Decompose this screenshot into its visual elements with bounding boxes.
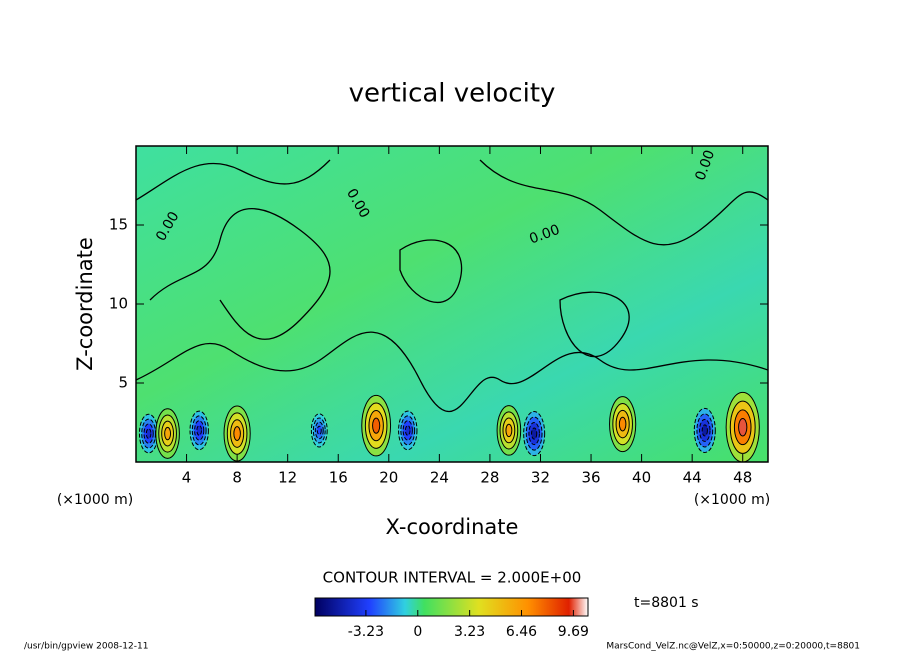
cell-ring bbox=[701, 424, 708, 437]
x-tick-label: 4 bbox=[182, 469, 192, 487]
cell bbox=[138, 413, 159, 454]
x-tick-label: 16 bbox=[329, 469, 348, 487]
cell bbox=[693, 407, 716, 453]
cell bbox=[725, 391, 760, 462]
colorbar bbox=[314, 597, 589, 617]
cell-ring bbox=[372, 417, 381, 434]
colorbar-tick-label: 3.23 bbox=[454, 624, 485, 640]
y-tick-label: 10 bbox=[109, 295, 128, 313]
cell bbox=[189, 410, 209, 451]
contour-interval: CONTOUR INTERVAL = 2.000E+00 bbox=[323, 569, 582, 587]
cell-ring bbox=[738, 418, 748, 437]
x-tick-label: 20 bbox=[379, 469, 398, 487]
cell-ring bbox=[164, 426, 172, 441]
x-tick-label: 8 bbox=[232, 469, 242, 487]
chart-title: vertical velocity bbox=[349, 79, 556, 109]
y-unit: (×1000 m) bbox=[694, 492, 770, 508]
time-label: t=8801 s bbox=[634, 595, 699, 611]
cell-ring bbox=[505, 423, 513, 438]
cell bbox=[223, 405, 251, 462]
cell bbox=[523, 411, 546, 457]
x-axis-label: X-coordinate bbox=[386, 515, 519, 539]
footer-left: /usr/bin/gpview 2008-12-11 bbox=[24, 642, 148, 652]
x-tick-label: 32 bbox=[531, 469, 550, 487]
cell bbox=[496, 405, 522, 456]
colorbar-tick-label: 9.69 bbox=[558, 624, 589, 640]
cell-ring bbox=[618, 416, 627, 432]
y-tick-label: 15 bbox=[109, 216, 128, 234]
cell-ring bbox=[404, 425, 411, 436]
contour-lines bbox=[136, 159, 768, 413]
x-tick-label: 36 bbox=[581, 469, 600, 487]
colorbar-tick-label: 6.46 bbox=[506, 624, 537, 640]
y-axis-label: Z-coordinate bbox=[73, 237, 97, 371]
y-tick-label: 5 bbox=[118, 374, 128, 392]
cell bbox=[609, 396, 637, 453]
field bbox=[138, 391, 760, 462]
colorbar-tick-label: 0 bbox=[413, 624, 422, 640]
cell-ring bbox=[233, 426, 241, 441]
cell-ring bbox=[196, 425, 202, 436]
x-tick-label: 24 bbox=[430, 469, 449, 487]
cell bbox=[310, 413, 328, 448]
cell bbox=[155, 408, 180, 459]
cell bbox=[398, 410, 418, 451]
cell bbox=[361, 394, 392, 457]
x-tick-label: 44 bbox=[683, 469, 702, 487]
x-tick-label: 28 bbox=[480, 469, 499, 487]
x-tick-label: 12 bbox=[278, 469, 297, 487]
cell-ring bbox=[316, 425, 322, 436]
x-unit: (×1000 m) bbox=[57, 492, 133, 508]
cell-ring bbox=[145, 428, 152, 439]
colorbar-tick-label: -3.23 bbox=[348, 624, 384, 640]
x-tick-label: 48 bbox=[733, 469, 752, 487]
x-tick-label: 40 bbox=[632, 469, 651, 487]
footer-right: MarsCond_VelZ.nc@VelZ,x=0:50000,z=0:2000… bbox=[606, 642, 860, 652]
cell-ring bbox=[531, 427, 538, 440]
colorbar-ticks: -3.23 0 3.23 6.46 9.69 bbox=[348, 610, 589, 640]
